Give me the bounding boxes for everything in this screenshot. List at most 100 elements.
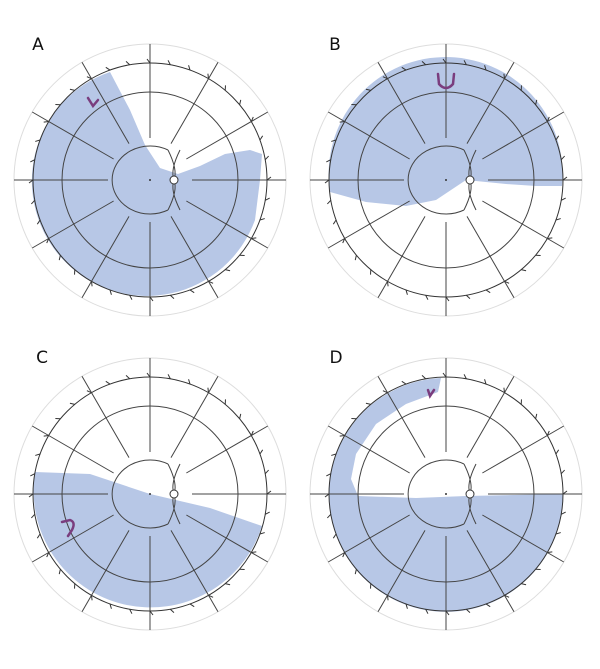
ora-tick: [342, 238, 346, 244]
ora-tick: [86, 76, 92, 80]
ora-tick: [354, 255, 357, 261]
ora-tick: [387, 595, 389, 601]
ora-tick: [225, 583, 231, 586]
ora-tick: [225, 269, 231, 272]
ora-tick: [535, 413, 538, 419]
ora-tick: [555, 532, 561, 535]
clock-spoke: [327, 111, 410, 160]
clock-spoke: [170, 216, 219, 299]
ora-tick: [167, 60, 171, 66]
ora-tick: [332, 533, 337, 539]
ora-tick: [382, 390, 388, 394]
ora-tick: [555, 218, 561, 221]
panel-label: A: [32, 35, 44, 55]
clock-spoke: [377, 61, 426, 144]
ora-tick: [401, 380, 407, 385]
ora-tick: [521, 269, 527, 272]
clock-spoke: [466, 216, 515, 299]
ora-tick: [28, 179, 34, 184]
ora-tick: [208, 594, 214, 598]
ora-tick: [324, 179, 330, 184]
ora-tick: [109, 603, 112, 609]
ora-tick: [28, 493, 34, 498]
fovea: [149, 493, 151, 495]
clock-spoke: [482, 425, 565, 474]
ora-tick: [266, 490, 272, 495]
ora-tick: [30, 159, 36, 163]
panel-label: C: [36, 348, 48, 368]
ora-tick: [259, 532, 265, 535]
ora-tick: [465, 608, 471, 614]
ora-tick: [207, 387, 209, 393]
ora-tick: [251, 551, 257, 553]
ora-tick: [535, 99, 538, 105]
ora-tick: [560, 511, 566, 515]
fovea: [149, 179, 151, 181]
ora-tick: [251, 237, 257, 239]
panel-label: B: [329, 35, 341, 55]
ora-tick: [259, 135, 264, 141]
ora-tick: [46, 552, 50, 558]
ora-tick: [86, 390, 92, 394]
clock-spoke: [186, 425, 269, 474]
disc-arc: [167, 463, 181, 525]
ora-tick: [167, 374, 171, 380]
ora-tick: [365, 402, 371, 405]
clock-spoke: [186, 111, 269, 160]
clock-spoke: [327, 514, 410, 563]
ora-tick: [547, 551, 553, 553]
fundus-panel: [13, 357, 287, 631]
ora-tick: [266, 176, 272, 181]
ora-tick: [208, 280, 214, 284]
fundus-panel: [309, 357, 583, 631]
ora-tick: [259, 449, 264, 455]
clock-spoke: [31, 111, 114, 160]
ora-tick: [560, 469, 566, 475]
clock-spoke: [81, 61, 130, 144]
clock-spoke: [466, 530, 515, 613]
ora-tick: [331, 139, 337, 142]
ora-tick: [58, 569, 61, 575]
ora-tick: [30, 199, 36, 205]
ora-tick: [188, 379, 191, 385]
ora-tick: [35, 139, 41, 142]
ora-tick: [169, 294, 175, 300]
ora-tick: [365, 88, 371, 91]
ora-tick: [43, 435, 49, 437]
ora-tick: [69, 88, 75, 91]
detachment-area: [31, 72, 263, 296]
macula-arc: [111, 459, 169, 529]
ora-tick: [521, 583, 527, 586]
ora-tick: [30, 473, 36, 477]
ora-tick: [463, 374, 467, 380]
ora-tick: [442, 372, 447, 378]
optic-disc: [169, 489, 179, 499]
clock-spoke: [186, 200, 269, 249]
ora-tick: [58, 255, 61, 261]
ora-tick: [485, 289, 491, 294]
ora-tick: [354, 569, 357, 575]
ora-tick: [425, 608, 429, 614]
ora-tick: [560, 197, 566, 201]
ora-tick: [405, 603, 408, 609]
ora-tick: [109, 289, 112, 295]
clock-spoke: [186, 514, 269, 563]
ora-tick: [421, 60, 427, 66]
clock-spoke: [170, 61, 219, 144]
ora-tick: [504, 594, 510, 598]
ora-tick: [188, 65, 191, 71]
ora-tick: [35, 453, 41, 456]
optic-disc: [169, 175, 179, 185]
macula-arc: [407, 145, 465, 215]
ora-tick: [421, 374, 427, 380]
clock-spoke: [377, 530, 426, 613]
ora-tick: [382, 76, 388, 80]
ora-tick: [264, 469, 270, 475]
ora-tick: [324, 493, 330, 498]
ora-tick: [129, 294, 133, 300]
ora-tick: [342, 552, 346, 558]
clock-spoke: [327, 425, 410, 474]
clock-spoke: [327, 200, 410, 249]
ora-tick: [445, 610, 450, 616]
panel-label: D: [329, 348, 342, 368]
